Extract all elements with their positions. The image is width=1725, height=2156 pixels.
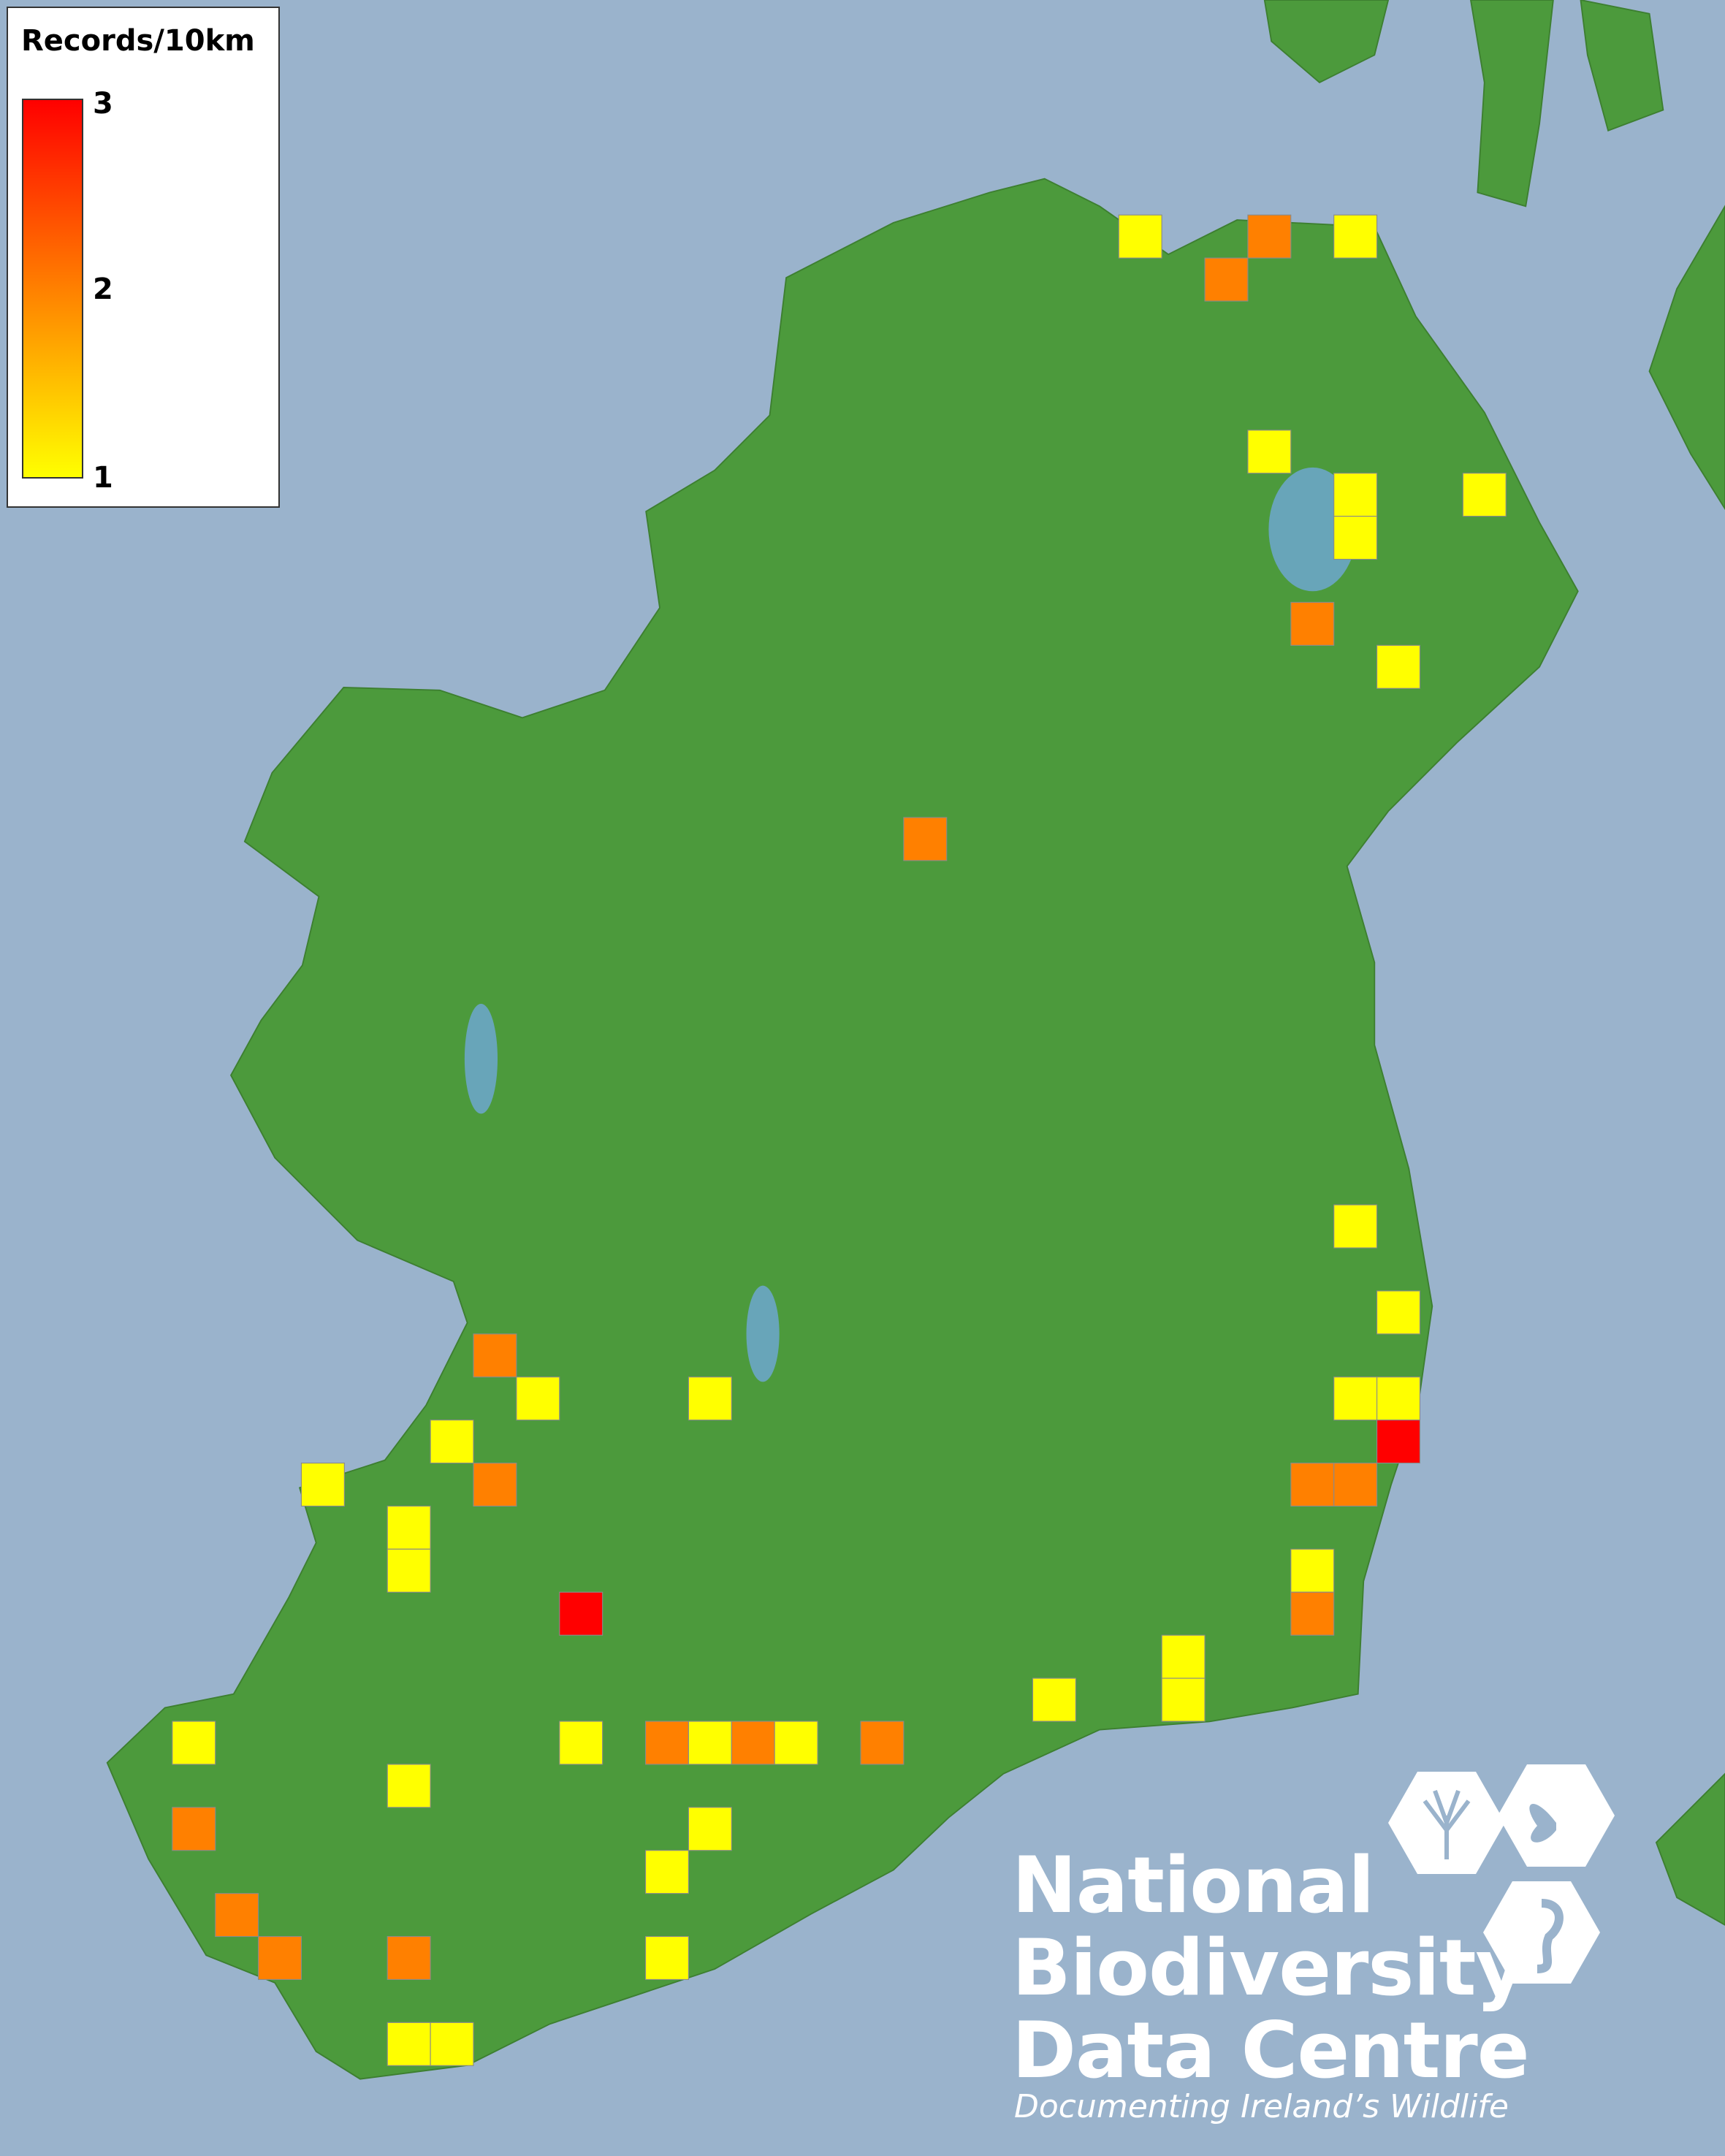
record-square	[215, 1893, 259, 1938]
record-square	[559, 1721, 603, 1765]
record-squares	[172, 214, 1507, 2066]
record-square	[1376, 1376, 1421, 1421]
scotland-landmass	[1580, 0, 1664, 132]
butterfly-hexagon-icon	[1498, 1764, 1615, 1867]
record-square	[473, 1333, 517, 1378]
record-square	[644, 1935, 689, 1981]
record-square	[1247, 430, 1292, 474]
record-square	[559, 1591, 603, 1636]
logo-text-data-centre: Data Centre	[1012, 2005, 1530, 2095]
logo-tagline: Documenting Ireland’s Wildlife	[1014, 2088, 1509, 2125]
record-square	[1290, 1591, 1335, 1636]
legend-color-scale	[22, 99, 83, 479]
record-square	[1290, 1462, 1335, 1507]
ireland-landmass	[106, 178, 1579, 2080]
record-square	[1161, 1634, 1206, 1679]
record-square	[1204, 257, 1249, 302]
legend-max-label: 3	[93, 87, 113, 121]
record-square	[386, 1764, 431, 1808]
record-square	[1333, 214, 1378, 259]
record-square	[644, 1721, 689, 1765]
record-square	[1376, 644, 1421, 689]
legend-mid-label: 2	[93, 273, 113, 306]
record-square	[430, 2022, 474, 2066]
nbdc-logo-icon	[1388, 1764, 1615, 1984]
record-square	[172, 1807, 216, 1851]
legend: Records/10km 3 2 1	[7, 7, 280, 508]
record-square	[1462, 473, 1507, 517]
scotland-landmass	[1470, 0, 1554, 207]
record-square	[386, 1935, 431, 1981]
record-square	[386, 1548, 431, 1593]
record-square	[688, 1721, 732, 1765]
record-square	[1376, 1290, 1421, 1335]
record-square	[1247, 214, 1292, 259]
record-square	[1161, 1677, 1206, 1722]
record-square	[1333, 1204, 1378, 1249]
record-square	[1032, 1677, 1076, 1722]
record-square	[688, 1807, 732, 1851]
record-square	[172, 1721, 216, 1765]
record-square	[473, 1462, 517, 1507]
lough-corrib	[464, 1003, 498, 1114]
lough-derg	[746, 1285, 780, 1382]
record-square	[1333, 1376, 1378, 1421]
record-square	[644, 1850, 689, 1894]
record-square	[1376, 1420, 1421, 1464]
record-square	[300, 1462, 345, 1507]
record-square	[731, 1721, 775, 1765]
record-square	[903, 817, 948, 861]
record-square	[386, 1505, 431, 1550]
record-square	[1333, 516, 1378, 560]
scotland-landmass	[1263, 0, 1390, 84]
logo-text-national: National	[1012, 1840, 1374, 1930]
record-square	[1118, 214, 1162, 259]
legend-title: Records/10km	[21, 24, 255, 58]
scotland-landmass	[1648, 205, 1725, 511]
record-square	[774, 1721, 818, 1765]
record-square	[430, 1420, 474, 1464]
record-square	[1333, 1462, 1378, 1507]
record-square	[1290, 601, 1335, 646]
logo-text-biodiversity: Biodiversity	[1012, 1923, 1526, 2013]
seahorse-hexagon-icon	[1483, 1881, 1600, 1984]
legend-min-label: 1	[93, 461, 113, 495]
record-square	[1333, 473, 1378, 517]
record-square	[258, 1935, 302, 1981]
record-square	[516, 1376, 560, 1421]
record-square	[386, 2022, 431, 2066]
record-square	[1290, 1548, 1335, 1593]
record-square	[860, 1721, 905, 1765]
wales-landmass	[1655, 1772, 1725, 1926]
record-square	[688, 1376, 732, 1421]
